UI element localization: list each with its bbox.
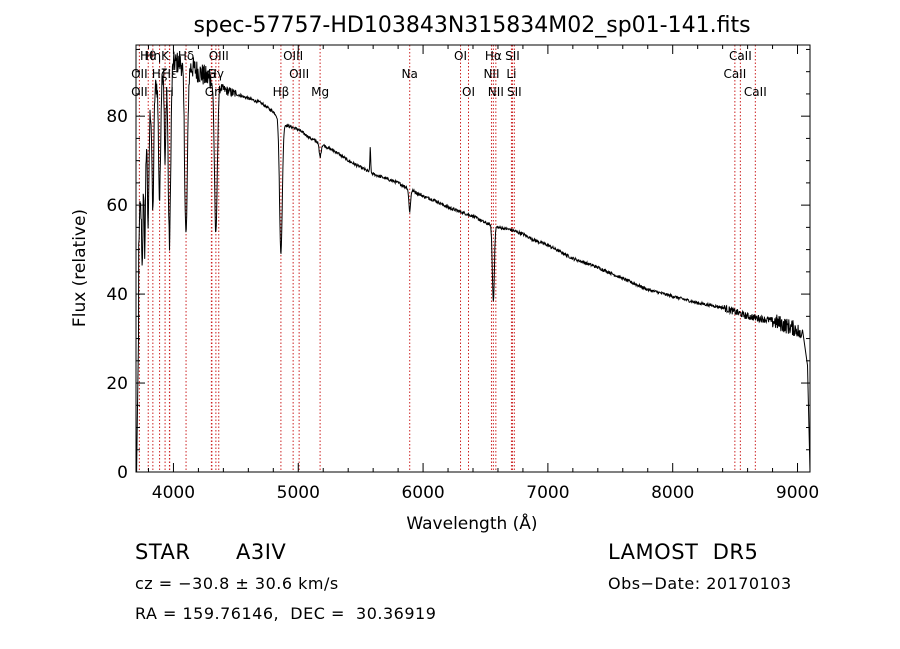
spectral-line-label: Hγ [208,67,224,81]
spectral-line-label: OI [454,49,467,63]
y-axis: 0 20 40 60 80 [106,48,810,483]
spectral-line-label: Hε [162,67,178,81]
spectral-line-markers [138,45,756,472]
spectral-line-label: Gr [205,85,219,99]
spectral-line-label: OIII [283,49,303,63]
spectral-line-label: OIII [209,49,229,63]
x-axis-label: Wavelength (Å) [406,512,537,534]
spectral-line-label: K [161,49,170,63]
spectrum-chart: spec-57757-HD103843N315834M02_sp01-141.f… [70,13,819,534]
y-tick-label: 60 [106,196,128,216]
spectral-line-label: OI [462,85,475,99]
x-tick-label: 5000 [277,483,320,503]
y-tick-label: 40 [106,285,128,305]
spectral-line-label: G [207,67,216,81]
y-tick-label: 20 [106,374,128,394]
spectrum-line [136,51,811,473]
y-axis-label: Flux (relative) [70,209,90,327]
object-subclass: A3IV [236,540,287,564]
spectral-line-label: Li [506,67,516,81]
spectral-line-label: CaII [744,85,767,99]
x-tick-label: 9000 [776,483,819,503]
spectral-line-label: SII [507,85,522,99]
coordinates: RA = 159.76146, DEC = 30.36919 [135,604,437,623]
spectral-line-label: Hδ [178,49,194,63]
y-tick-label: 0 [117,463,128,483]
redshift-info: cz = −30.8 ± 30.6 km/s [135,574,339,593]
spectral-line-label: OII [131,85,148,99]
spectral-line-label: H [165,85,174,99]
spectral-line-label: SII [505,49,520,63]
spectral-line-label: Hθ [140,49,156,63]
x-axis: 4000 5000 6000 7000 8000 9000 [147,45,819,503]
spectral-line-label: Hβ [273,85,290,99]
obs-date: Obs−Date: 20170103 [608,574,792,593]
spectral-line-label: Na [402,67,418,81]
spectral-line-label: NII [488,85,504,99]
x-tick-label: 7000 [526,483,569,503]
survey-label: LAMOST DR5 [608,540,759,564]
plot-frame [135,44,811,473]
x-tick-label: 4000 [152,483,195,503]
x-tick-label: 8000 [651,483,694,503]
spectral-line-label: CaII [723,67,746,81]
spectral-line-label: OIII [289,67,309,81]
spectral-line-label: CaII [729,49,752,63]
object-class: STAR [135,540,191,564]
spectral-line-label: Mg [311,85,329,99]
spectral-line-label: NII [483,67,499,81]
spectral-line-label: OII [131,67,148,81]
x-tick-label: 6000 [401,483,444,503]
spectral-line-label: Hη [145,49,162,63]
y-tick-label: 80 [106,107,128,127]
spectral-line-label: Hζ [152,67,168,81]
spectral-line-label: Hα [485,49,502,63]
chart-title: spec-57757-HD103843N315834M02_sp01-141.f… [193,13,750,38]
